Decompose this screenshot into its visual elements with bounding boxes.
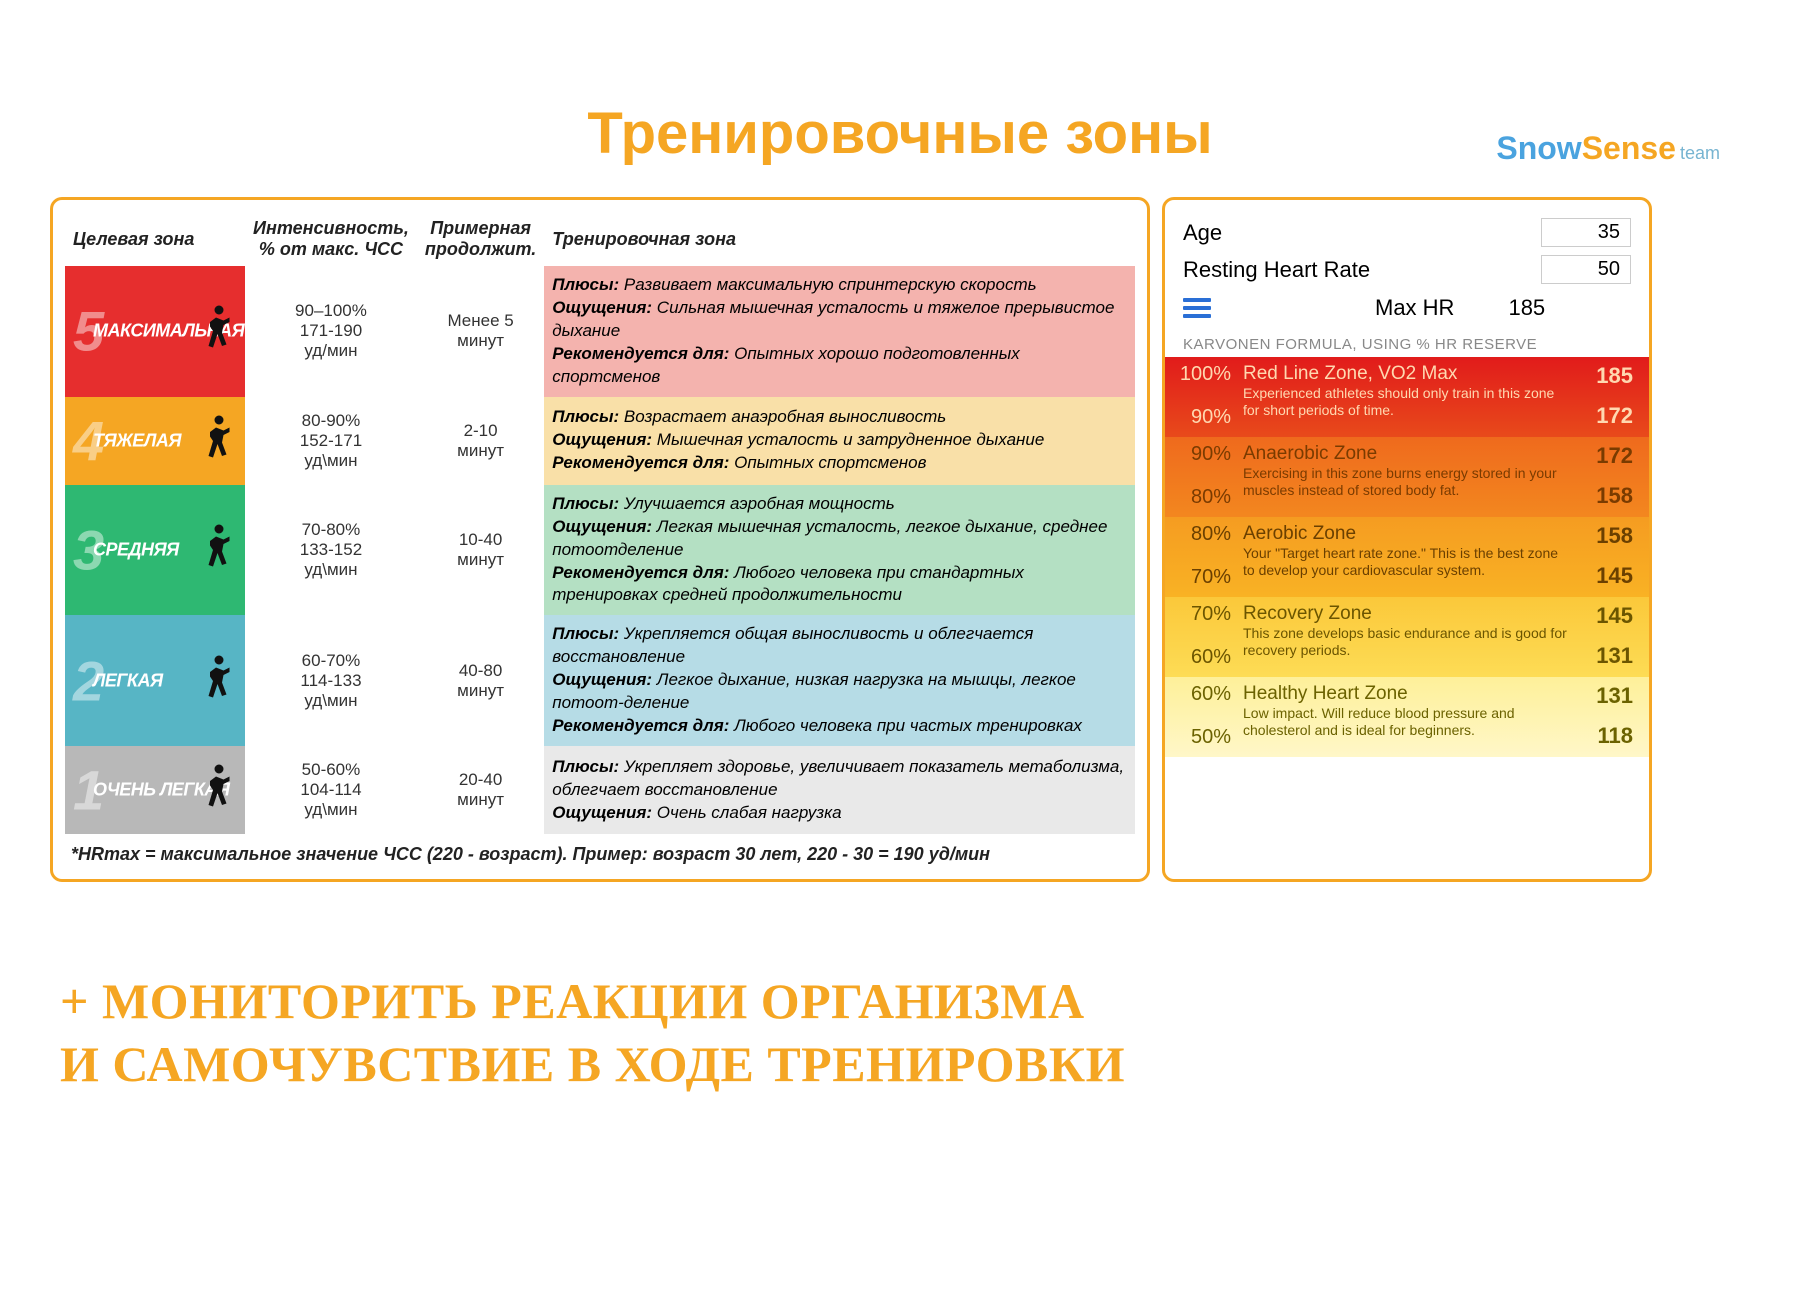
logo-part3: team (1680, 143, 1720, 163)
zone-pct: 70%60% (1175, 603, 1237, 669)
zone-title: Anaerobic Zone (1243, 443, 1573, 465)
zone-row: 5МАКСИМАЛЬНАЯ90–100%171-190уд/минМенее 5… (65, 266, 1135, 397)
zone-desc: Your "Target heart rate zone." This is t… (1243, 545, 1573, 579)
zone-label-cell: 4ТЯЖЕЛАЯ (65, 397, 245, 485)
zone-row: 1ОЧЕНЬ ЛЕГКАЯ50-60%104-114уд\мин20-40мин… (65, 746, 1135, 834)
duration-cell: Менее 5минут (417, 266, 544, 397)
zone-title: Recovery Zone (1243, 603, 1573, 625)
description-cell: Плюсы: Улучшается аэробная мощностьОщуще… (544, 485, 1135, 616)
zones-table-panel: Целевая зонаИнтенсивность, % от макс. ЧС… (50, 197, 1150, 882)
calc-zone-row: 60%50%Healthy Heart ZoneLow impact. Will… (1165, 677, 1649, 757)
zone-title: Healthy Heart Zone (1243, 683, 1573, 705)
intensity-cell: 60-70%114-133уд\мин (245, 615, 417, 746)
zone-pct: 80%70% (1175, 523, 1237, 589)
calc-zone-row: 80%70%Aerobic ZoneYour "Target heart rat… (1165, 517, 1649, 597)
zone-title: Red Line Zone, VO2 Max (1243, 363, 1573, 385)
zone-label-cell: 1ОЧЕНЬ ЛЕГКАЯ (65, 746, 245, 834)
zone-info: Aerobic ZoneYour "Target heart rate zone… (1237, 523, 1579, 589)
col-header: Целевая зона (65, 212, 245, 266)
duration-cell: 10-40минут (417, 485, 544, 616)
zone-label-cell: 5МАКСИМАЛЬНАЯ (65, 266, 245, 397)
zone-desc: This zone develops basic endurance and i… (1243, 625, 1573, 659)
zone-hr: 185172 (1579, 363, 1633, 429)
rhr-label: Resting Heart Rate (1183, 257, 1370, 283)
calc-zone-row: 100%90%Red Line Zone, VO2 MaxExperienced… (1165, 357, 1649, 437)
menu-icon[interactable] (1183, 294, 1211, 322)
bottom-note: + МОНИТОРИТЬ РЕАКЦИИ ОРГАНИЗМАИ САМОЧУВС… (60, 970, 1125, 1095)
zone-hr: 172158 (1579, 443, 1633, 509)
logo: SnowSenseteam (1496, 130, 1720, 167)
zone-hr: 158145 (1579, 523, 1633, 589)
zone-name: СРЕДНЯЯ (93, 540, 179, 561)
zone-name: ЛЕГКАЯ (93, 670, 163, 691)
zone-desc: Low impact. Will reduce blood pressure a… (1243, 705, 1573, 739)
zone-desc: Exercising in this zone burns energy sto… (1243, 465, 1573, 499)
zone-info: Anaerobic ZoneExercising in this zone bu… (1237, 443, 1579, 509)
calc-zone-row: 70%60%Recovery ZoneThis zone develops ba… (1165, 597, 1649, 677)
col-header: Примерная продолжит. (417, 212, 544, 266)
description-cell: Плюсы: Укрепляется общая выносливость и … (544, 615, 1135, 746)
zones-table: Целевая зонаИнтенсивность, % от макс. ЧС… (65, 212, 1135, 834)
zone-row: 4ТЯЖЕЛАЯ80-90%152-171уд\мин2-10минутПлюс… (65, 397, 1135, 485)
zone-row: 2ЛЕГКАЯ60-70%114-133уд\мин40-80минутПлюс… (65, 615, 1135, 746)
rhr-input[interactable]: 50 (1541, 255, 1631, 284)
intensity-cell: 50-60%104-114уд\мин (245, 746, 417, 834)
logo-part2: Sense (1582, 130, 1676, 166)
calculator-panel: Age 35 Resting Heart Rate 50 Max HR 185 … (1162, 197, 1652, 882)
zone-row: 3СРЕДНЯЯ70-80%133-152уд\мин10-40минутПлю… (65, 485, 1135, 616)
intensity-cell: 70-80%133-152уд\мин (245, 485, 417, 616)
zone-desc: Experienced athletes should only train i… (1243, 385, 1573, 419)
description-cell: Плюсы: Развивает максимальную спринтерск… (544, 266, 1135, 397)
zone-pct: 90%80% (1175, 443, 1237, 509)
zone-pct: 100%90% (1175, 363, 1237, 429)
intensity-cell: 80-90%152-171уд\мин (245, 397, 417, 485)
col-header: Интенсивность, % от макс. ЧСС (245, 212, 417, 266)
zone-label-cell: 3СРЕДНЯЯ (65, 485, 245, 616)
zone-info: Red Line Zone, VO2 MaxExperienced athlet… (1237, 363, 1579, 429)
col-header: Тренировочная зона (544, 212, 1135, 266)
zone-info: Recovery ZoneThis zone develops basic en… (1237, 603, 1579, 669)
description-cell: Плюсы: Возрастает анаэробная выносливост… (544, 397, 1135, 485)
duration-cell: 20-40минут (417, 746, 544, 834)
calc-zone-row: 90%80%Anaerobic ZoneExercising in this z… (1165, 437, 1649, 517)
maxhr-value: 185 (1508, 295, 1545, 321)
duration-cell: 40-80минут (417, 615, 544, 746)
description-cell: Плюсы: Укрепляет здоровье, увеличивает п… (544, 746, 1135, 834)
hrmax-footnote: *HRmax = максимальное значение ЧСС (220 … (65, 834, 1135, 867)
intensity-cell: 90–100%171-190уд/мин (245, 266, 417, 397)
zone-info: Healthy Heart ZoneLow impact. Will reduc… (1237, 683, 1579, 749)
formula-label: KARVONEN FORMULA, USING % HR RESERVE (1165, 328, 1649, 357)
zone-pct: 60%50% (1175, 683, 1237, 749)
logo-part1: Snow (1496, 130, 1581, 166)
age-label: Age (1183, 220, 1222, 246)
zone-title: Aerobic Zone (1243, 523, 1573, 545)
maxhr-label: Max HR (1375, 295, 1454, 321)
zone-name: ТЯЖЕЛАЯ (93, 430, 181, 451)
zone-hr: 145131 (1579, 603, 1633, 669)
zone-hr: 131118 (1579, 683, 1633, 749)
duration-cell: 2-10минут (417, 397, 544, 485)
age-input[interactable]: 35 (1541, 218, 1631, 247)
zone-label-cell: 2ЛЕГКАЯ (65, 615, 245, 746)
